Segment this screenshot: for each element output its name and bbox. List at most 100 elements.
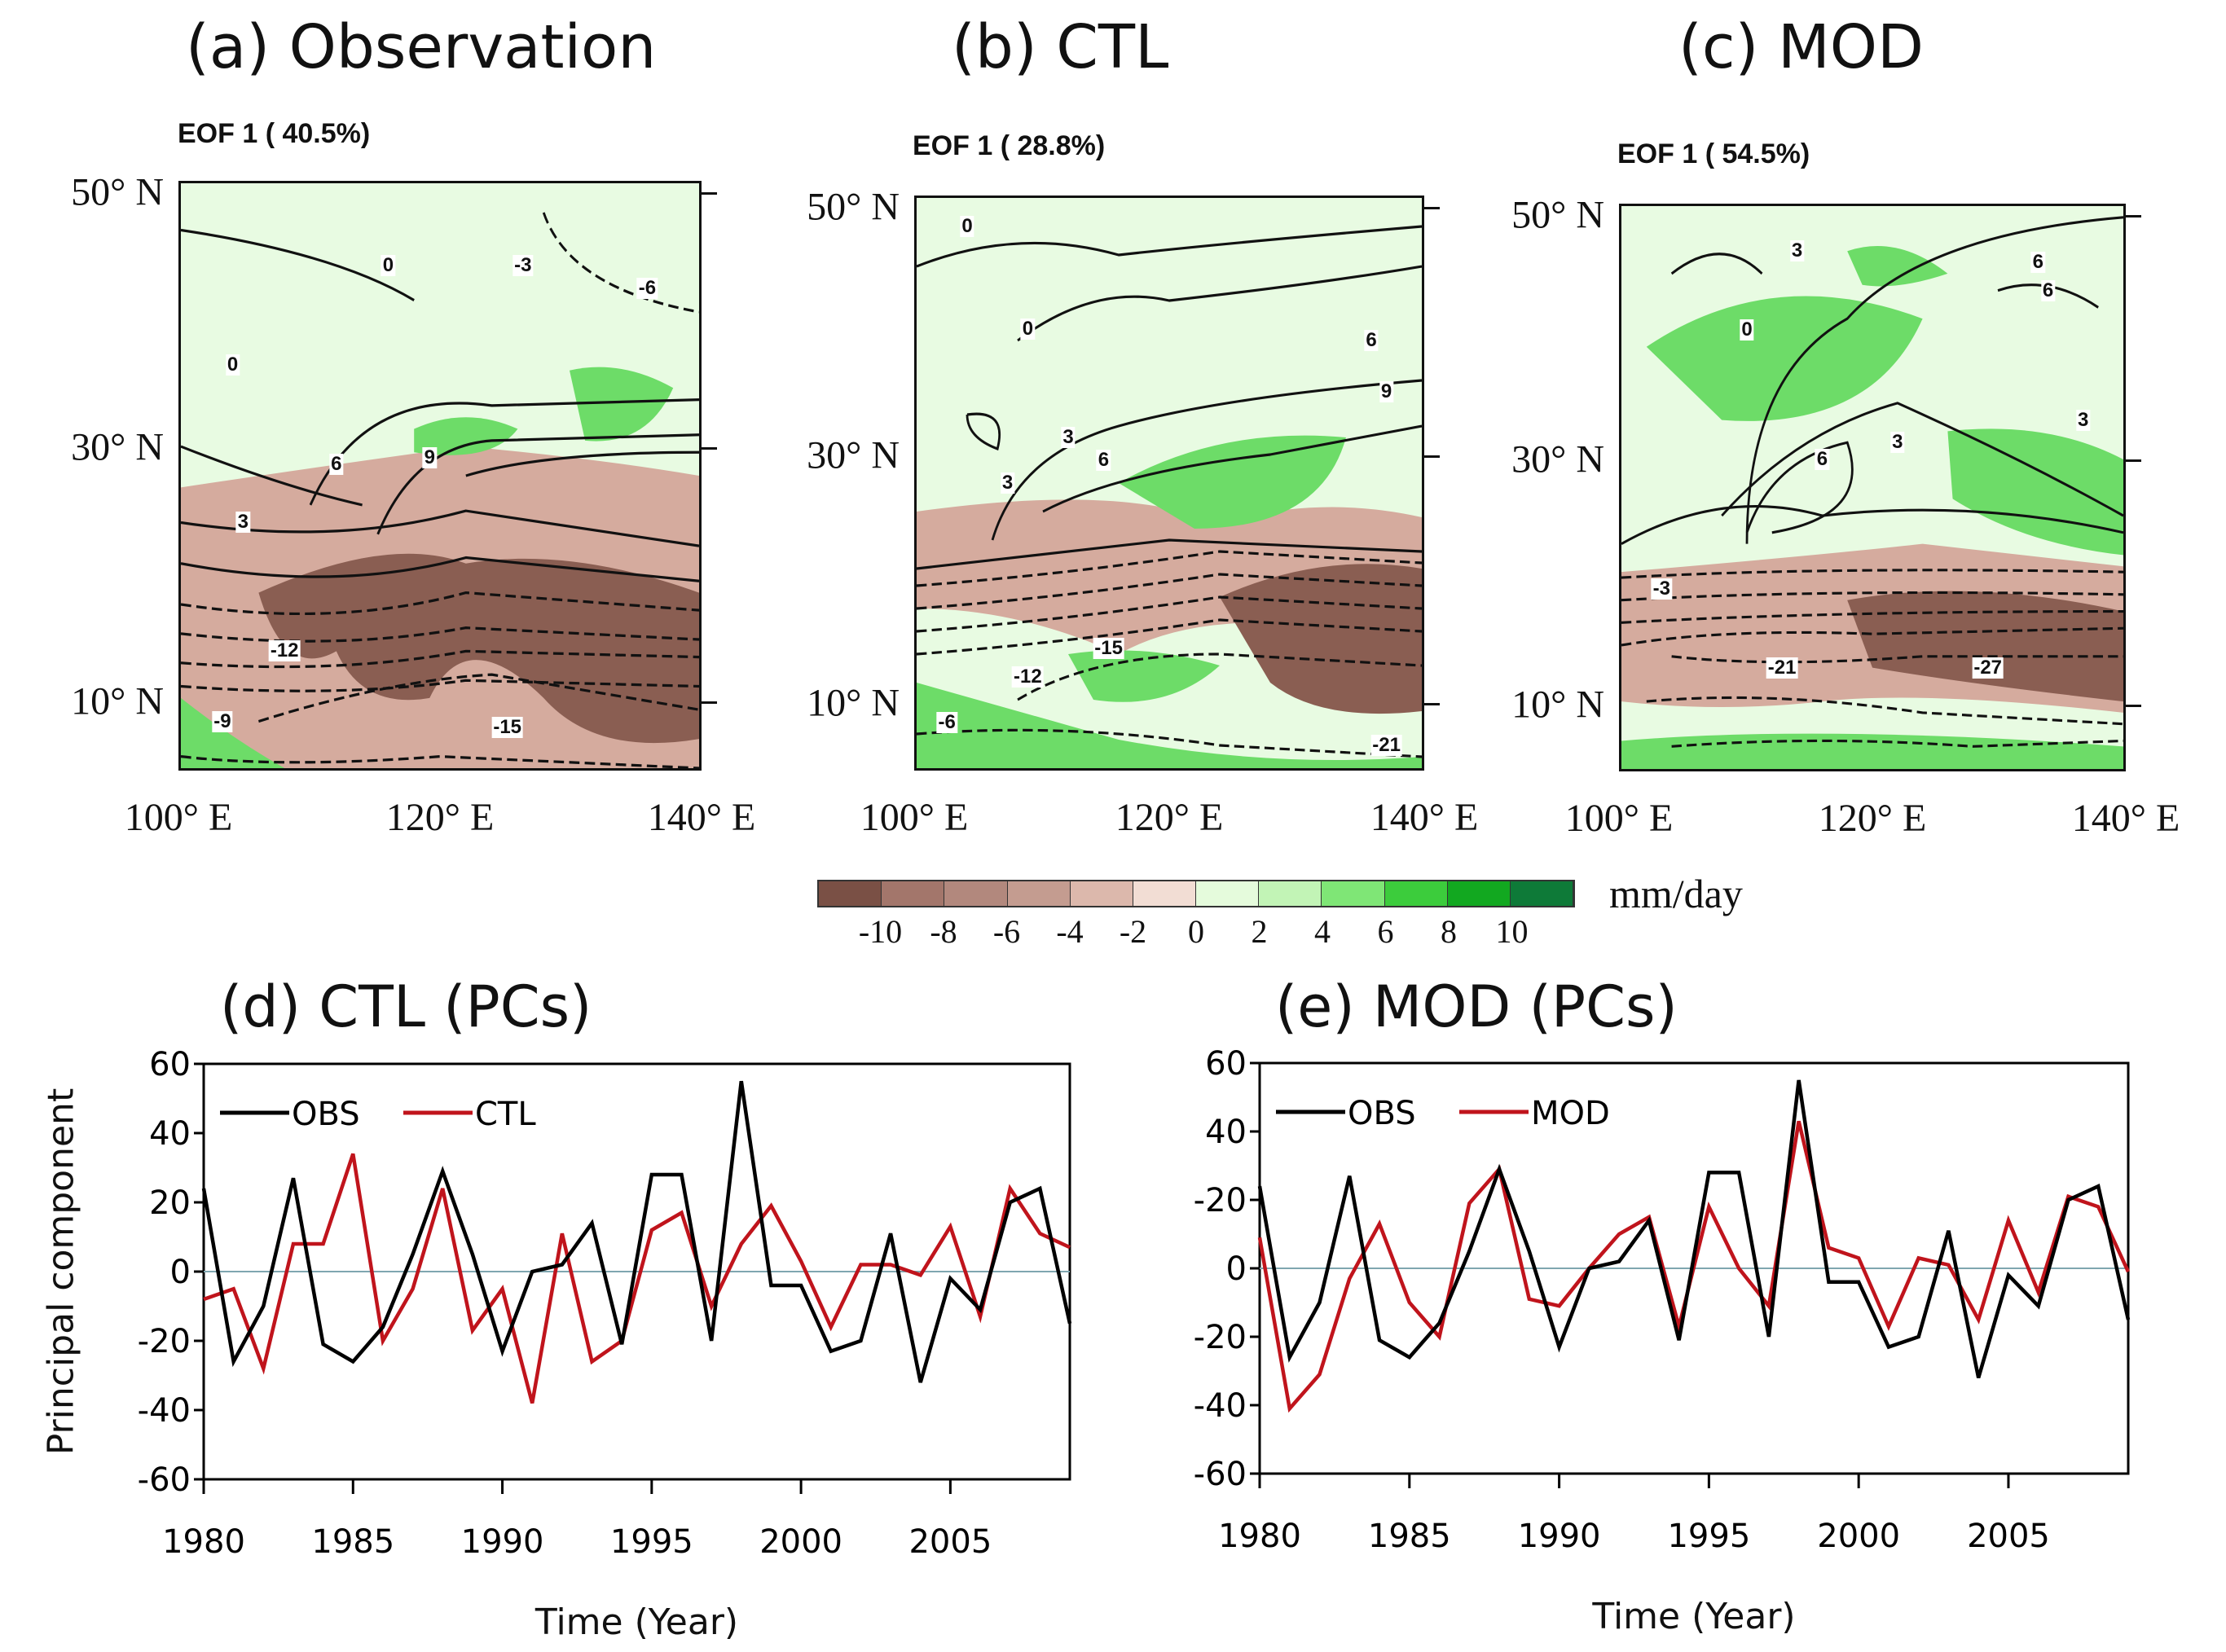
tick xyxy=(2123,459,2141,463)
colorbar-swatch xyxy=(1070,881,1133,906)
tick xyxy=(2123,705,2141,708)
lon-label: 140° E xyxy=(1370,796,1479,839)
colorbar xyxy=(817,880,1575,907)
lat-label: 30° N xyxy=(1511,437,1604,481)
contour-dashed xyxy=(917,595,1422,633)
tick xyxy=(2123,214,2141,217)
x-tick-label: 2005 xyxy=(908,1523,992,1561)
contour-label: 3 xyxy=(1000,472,1015,494)
plot-area: 60 40 -20 0 -20 -40 -60 1980 1985 1990 1995 2000 200… xyxy=(1194,1045,2131,1555)
contour-solid xyxy=(309,398,699,506)
x-tick-label: 1980 xyxy=(162,1523,245,1561)
colorbar-swatch xyxy=(1510,881,1574,906)
colorbar-swatch xyxy=(1007,881,1071,906)
lat-label: 50° N xyxy=(71,170,164,214)
contour-label: -3 xyxy=(513,253,534,276)
x-tick-label: 2000 xyxy=(1817,1518,1900,1555)
contour-label: 6 xyxy=(1815,447,1830,470)
x-tick-label: 2000 xyxy=(759,1523,842,1561)
lon-label: 100° E xyxy=(860,796,969,839)
tick xyxy=(699,701,717,704)
contour-label: 6 xyxy=(1364,329,1379,351)
plot-area: 60 40 20 0 -20 -40 -60 1980 1985 1990 1995 2000 2005… xyxy=(138,1046,1072,1561)
contour-label: -3 xyxy=(1651,577,1672,600)
positive-anomaly-region xyxy=(181,697,285,768)
contour-label: 6 xyxy=(2040,279,2056,301)
contour-dashed xyxy=(1621,591,2123,602)
lon-label: 120° E xyxy=(1818,797,1927,840)
y-tick-label: -20 xyxy=(1194,1319,1247,1356)
colorbar-label: -2 xyxy=(1119,913,1147,950)
x-tick-label: 1995 xyxy=(610,1523,693,1561)
y-axis-label: Principal component xyxy=(40,1087,82,1456)
positive-anomaly-region xyxy=(1646,296,1923,421)
contour-label: 3 xyxy=(2076,408,2091,431)
contour-label: -12 xyxy=(268,639,301,662)
map-panel-mod: 3 0 6 3 6 3 -3 -21 -27 6 xyxy=(1619,204,2126,771)
y-tick-label: 0 xyxy=(170,1254,191,1291)
contour-dashed xyxy=(181,591,699,616)
contour-label: -21 xyxy=(1370,734,1402,756)
positive-anomaly-region xyxy=(414,417,518,455)
contour-solid xyxy=(1621,505,2123,545)
chart-title-ctl: (d) CTL (PCs) xyxy=(220,973,592,1040)
series-line-ctl xyxy=(203,1153,1071,1404)
lat-label: 10° N xyxy=(807,681,900,725)
x-tick-label: 1980 xyxy=(1218,1518,1301,1555)
contour-label: 3 xyxy=(1789,239,1805,262)
lat-label: 10° N xyxy=(71,679,164,723)
colorbar-label: 10 xyxy=(1495,913,1529,950)
contour-dashed xyxy=(181,679,699,692)
contour-dashed xyxy=(181,626,699,643)
contour-label: -15 xyxy=(1093,637,1124,659)
map-title-observation: (a) Observation xyxy=(186,12,657,82)
lat-label: 10° N xyxy=(1511,683,1604,727)
contour-label: -15 xyxy=(491,715,524,738)
contour-dashed xyxy=(258,673,699,723)
colorbar-swatch xyxy=(1447,881,1511,906)
colorbar-swatch xyxy=(944,881,1008,906)
eof-label-observation: EOF 1 ( 40.5%) xyxy=(178,118,371,149)
contour-label: 6 xyxy=(1096,449,1111,471)
colorbar-swatch xyxy=(1133,881,1197,906)
contour-dashed xyxy=(1017,652,1422,701)
strong-negative-anomaly-region xyxy=(1220,564,1422,714)
contour-solid xyxy=(1670,253,1763,275)
y-tick-label: 0 xyxy=(1226,1250,1247,1288)
colorbar-label: -8 xyxy=(930,913,957,950)
y-tick-label: -40 xyxy=(138,1392,191,1430)
contour-label: -12 xyxy=(1012,666,1044,688)
contour-label: 9 xyxy=(1379,380,1394,402)
y-tick-label: 20 xyxy=(149,1184,191,1222)
y-tick-label: -20 xyxy=(138,1323,191,1360)
contour-label: -6 xyxy=(936,711,957,733)
precipitation-field xyxy=(181,183,699,768)
x-tick-label: 1990 xyxy=(1518,1518,1601,1555)
contour-label: 3 xyxy=(1890,431,1905,454)
y-tick-label: 60 xyxy=(149,1046,191,1083)
x-tick-label: 1985 xyxy=(1368,1518,1451,1555)
legend-label-obs: OBS xyxy=(1348,1095,1416,1132)
contour-label: 9 xyxy=(422,446,437,469)
tick xyxy=(699,446,717,450)
positive-anomaly-region xyxy=(1068,650,1220,702)
y-tick-label: -60 xyxy=(1194,1456,1247,1493)
precipitation-field xyxy=(917,198,1422,768)
contour-solid xyxy=(1721,402,2123,517)
colorbar-swatch xyxy=(1322,881,1385,906)
contour-solid xyxy=(181,509,699,547)
contour-label: 0 xyxy=(960,215,974,237)
contour-solid xyxy=(465,450,699,477)
contour-dashed xyxy=(1671,739,2123,748)
contour-solid xyxy=(917,538,1422,570)
contour-label: 0 xyxy=(1020,318,1036,340)
colorbar-swatch xyxy=(819,881,882,906)
contour-dashed xyxy=(542,212,699,314)
contour-label: -21 xyxy=(1766,656,1798,679)
tick xyxy=(1422,455,1440,458)
series-line-obs xyxy=(201,1080,1072,1383)
colorbar-unit: mm/day xyxy=(1609,871,1743,916)
map-panel-observation: 0 0 3 6 9 -3 -6 -12 -15 -9 xyxy=(178,181,702,771)
contour-solid xyxy=(917,225,1422,268)
